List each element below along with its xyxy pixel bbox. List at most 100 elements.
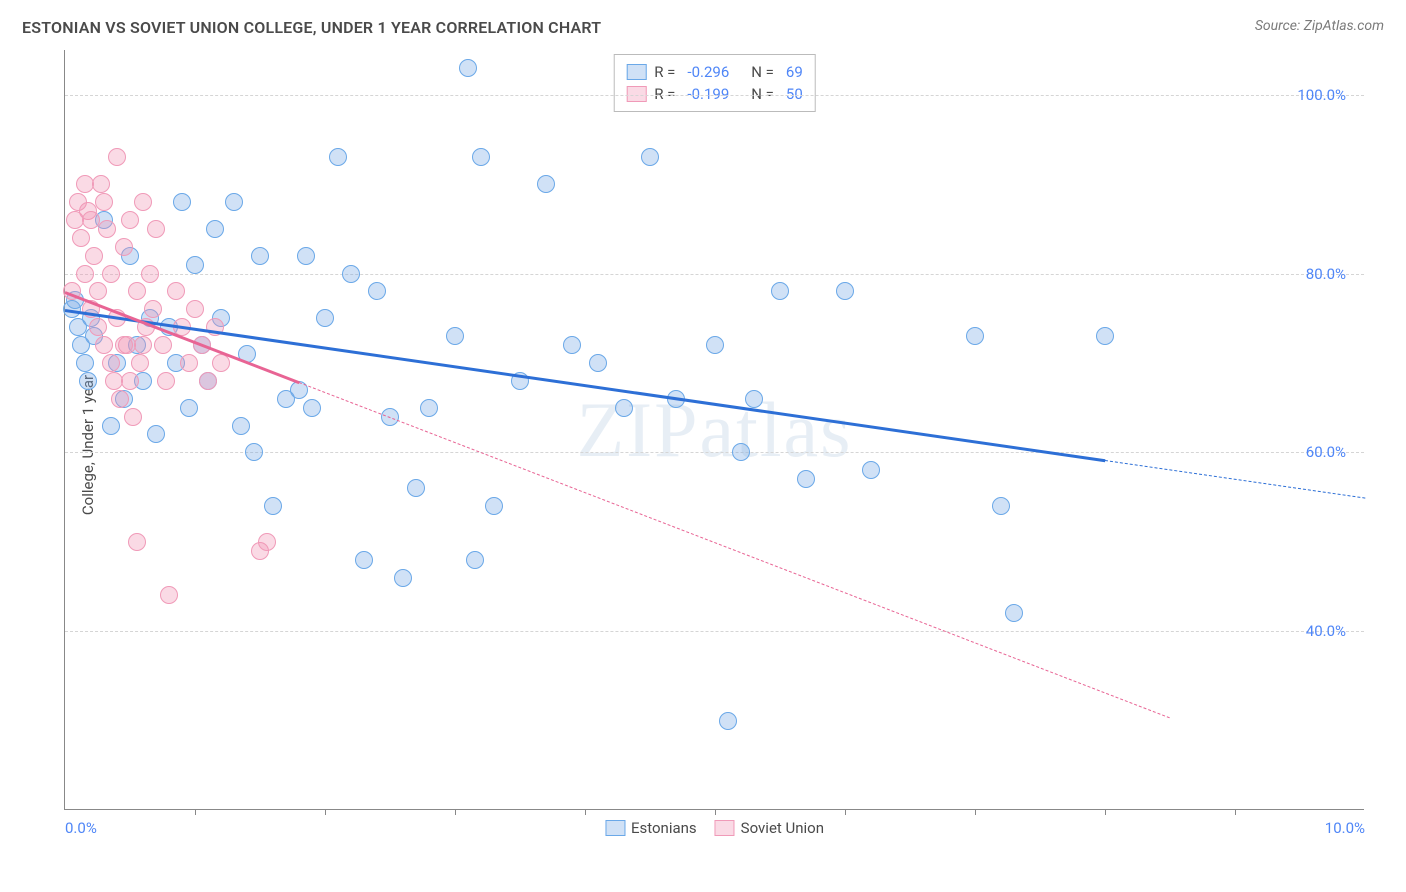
trend-line	[65, 309, 1105, 462]
x-tick	[1105, 809, 1106, 815]
legend-n-label: N =	[751, 63, 774, 81]
legend-item: Estonians	[605, 819, 697, 837]
source-label: Source: ZipAtlas.com	[1255, 18, 1384, 34]
data-point	[134, 336, 152, 354]
data-point	[141, 265, 159, 283]
data-point	[180, 399, 198, 417]
gridline	[65, 274, 1364, 275]
data-point	[589, 354, 607, 372]
data-point	[199, 372, 217, 390]
data-point	[115, 238, 133, 256]
data-point	[102, 417, 120, 435]
data-point	[131, 354, 149, 372]
data-point	[706, 336, 724, 354]
data-point	[128, 533, 146, 551]
x-tick	[195, 809, 196, 815]
data-point	[85, 247, 103, 265]
legend-r-label: R =	[654, 63, 675, 81]
data-point	[615, 399, 633, 417]
data-point	[115, 336, 133, 354]
legend-swatch	[626, 64, 646, 80]
data-point	[459, 59, 477, 77]
data-point	[245, 443, 263, 461]
data-point	[98, 220, 116, 238]
data-point	[368, 282, 386, 300]
y-tick-label: 100.0%	[1297, 86, 1346, 104]
data-point	[394, 569, 412, 587]
chart-title: ESTONIAN VS SOVIET UNION COLLEGE, UNDER …	[22, 18, 601, 37]
data-point	[446, 327, 464, 345]
data-point	[102, 354, 120, 372]
data-point	[95, 193, 113, 211]
data-point	[76, 265, 94, 283]
data-point	[95, 336, 113, 354]
gridline	[65, 95, 1364, 96]
data-point	[167, 282, 185, 300]
data-point	[232, 417, 250, 435]
data-point	[225, 193, 243, 211]
data-point	[862, 461, 880, 479]
data-point	[329, 148, 347, 166]
y-tick-label: 60.0%	[1306, 443, 1346, 461]
data-point	[745, 390, 763, 408]
data-point	[342, 265, 360, 283]
data-point	[206, 220, 224, 238]
chart-container: College, Under 1 year ZIPatlas R =-0.296…	[22, 50, 1382, 840]
legend-item-label: Estonians	[631, 819, 697, 837]
data-point	[186, 300, 204, 318]
data-point	[1096, 327, 1114, 345]
data-point	[258, 533, 276, 551]
data-point	[147, 425, 165, 443]
data-point	[1005, 604, 1023, 622]
data-point	[102, 265, 120, 283]
data-point	[251, 247, 269, 265]
data-point	[157, 372, 175, 390]
legend-n-value: 69	[786, 63, 803, 81]
data-point	[144, 300, 162, 318]
x-tick-label: 0.0%	[65, 819, 97, 837]
data-point	[180, 354, 198, 372]
watermark: ZIPatlas	[577, 385, 853, 475]
data-point	[186, 256, 204, 274]
correlation-legend: R =-0.296N =69R =-0.199N =50	[613, 54, 816, 112]
data-point	[124, 408, 142, 426]
data-point	[111, 390, 129, 408]
data-point	[92, 175, 110, 193]
data-point	[82, 211, 100, 229]
data-point	[485, 497, 503, 515]
data-point	[128, 282, 146, 300]
data-point	[472, 148, 490, 166]
gridline	[65, 631, 1364, 632]
data-point	[719, 712, 737, 730]
data-point	[420, 399, 438, 417]
legend-r-value: -0.296	[687, 63, 729, 81]
data-point	[836, 282, 854, 300]
legend-item-label: Soviet Union	[741, 819, 824, 837]
x-tick	[975, 809, 976, 815]
data-point	[72, 229, 90, 247]
trend-line	[299, 382, 1170, 718]
data-point	[154, 336, 172, 354]
data-point	[173, 193, 191, 211]
x-tick	[455, 809, 456, 815]
x-tick	[845, 809, 846, 815]
data-point	[966, 327, 984, 345]
data-point	[121, 372, 139, 390]
x-tick	[585, 809, 586, 815]
data-point	[732, 443, 750, 461]
plot-area: ZIPatlas R =-0.296N =69R =-0.199N =50 Es…	[64, 50, 1364, 810]
legend-swatch	[715, 820, 735, 836]
data-point	[303, 399, 321, 417]
data-point	[89, 318, 107, 336]
x-tick	[1235, 809, 1236, 815]
x-tick-label: 10.0%	[1325, 819, 1365, 837]
data-point	[297, 247, 315, 265]
data-point	[76, 175, 94, 193]
legend-swatch	[605, 820, 625, 836]
series-legend: Estonians Soviet Union	[605, 819, 824, 837]
data-point	[89, 282, 107, 300]
legend-item: Soviet Union	[715, 819, 824, 837]
data-point	[771, 282, 789, 300]
data-point	[160, 586, 178, 604]
data-point	[79, 372, 97, 390]
